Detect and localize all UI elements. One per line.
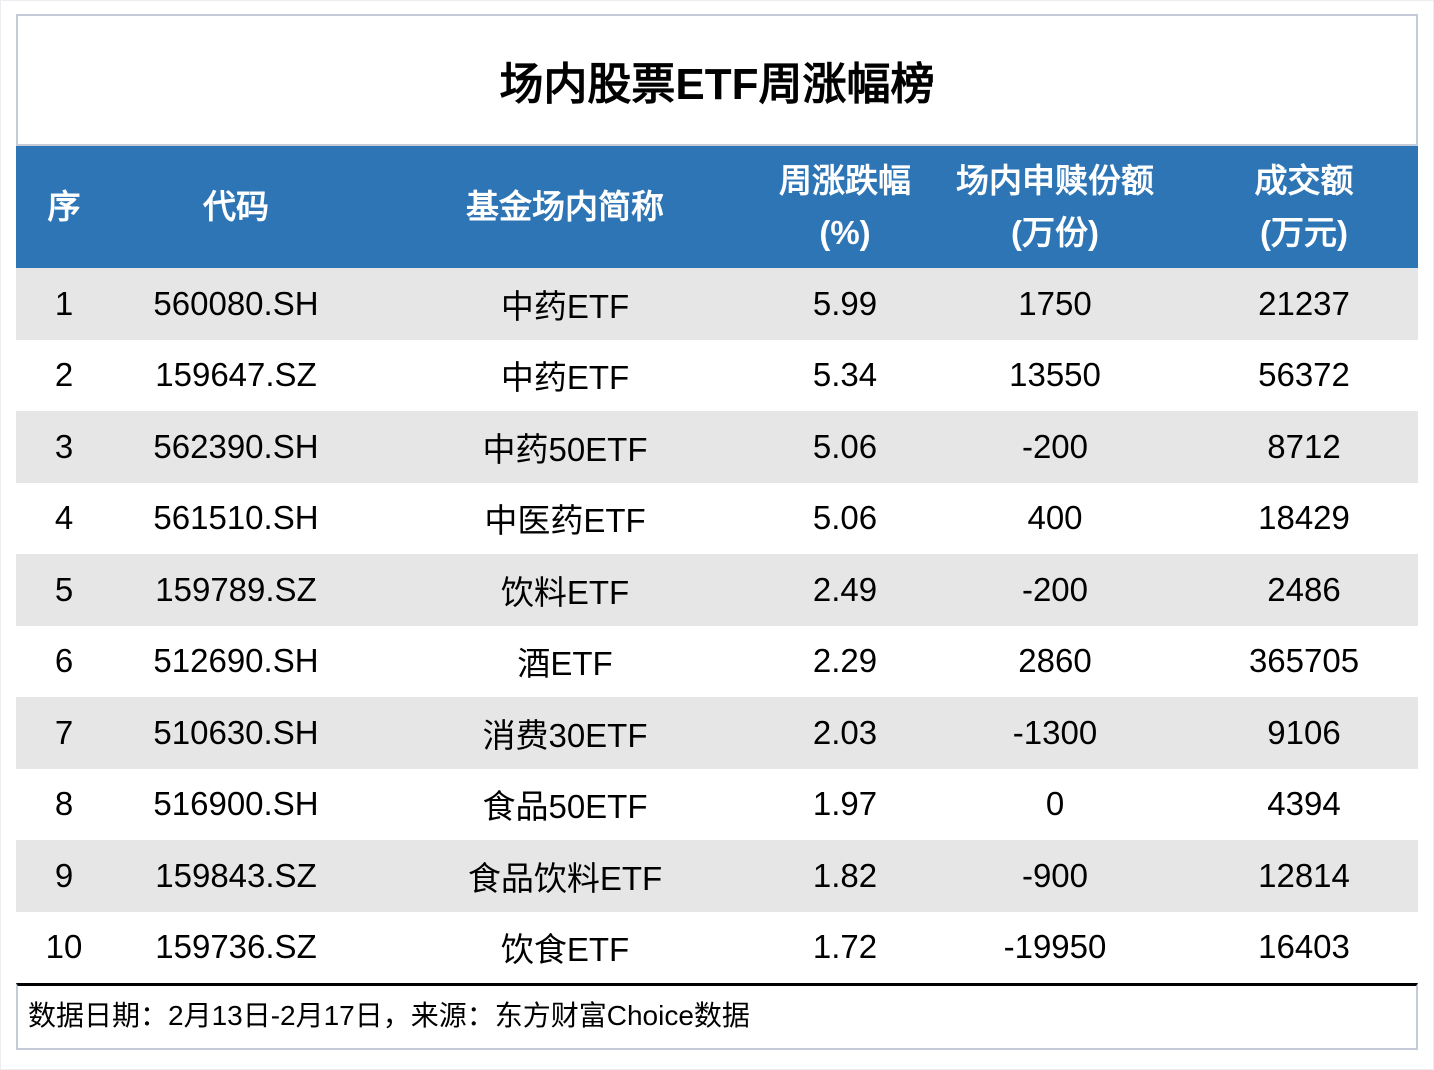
cell-code: 159843.SZ xyxy=(112,840,360,912)
header-fund-name-label: 基金场内简称 xyxy=(466,188,664,225)
table-row: 9 159843.SZ 食品饮料ETF 1.82 -900 12814 xyxy=(16,840,1418,912)
cell-weekly-change: 5.99 xyxy=(770,268,920,340)
cell-turnover: 8712 xyxy=(1190,411,1418,483)
cell-weekly-change: 5.06 xyxy=(770,482,920,554)
table-row: 4 561510.SH 中医药ETF 5.06 400 18429 xyxy=(16,482,1418,554)
header-code-label: 代码 xyxy=(203,188,269,225)
cell-weekly-change: 1.82 xyxy=(770,840,920,912)
cell-code: 159736.SZ xyxy=(112,911,360,983)
table-row: 3 562390.SH 中药50ETF 5.06 -200 8712 xyxy=(16,411,1418,483)
cell-code: 159789.SZ xyxy=(112,554,360,626)
cell-seq: 7 xyxy=(16,697,112,769)
cell-fund-name: 酒ETF xyxy=(360,625,770,697)
cell-weekly-change: 2.29 xyxy=(770,625,920,697)
etf-ranking-table: 序 代码 基金场内简称 周涨跌幅 (%) 场内申赎份额 (万份) 成交额 xyxy=(16,146,1418,983)
cell-shares: 13550 xyxy=(920,339,1190,411)
header-code: 代码 xyxy=(112,146,360,268)
cell-seq: 3 xyxy=(16,411,112,483)
cell-seq: 2 xyxy=(16,339,112,411)
header-weekly-change-label: 周涨跌幅 xyxy=(779,162,911,199)
cell-weekly-change: 5.06 xyxy=(770,411,920,483)
cell-fund-name: 中医药ETF xyxy=(360,482,770,554)
cell-fund-name: 食品50ETF xyxy=(360,768,770,840)
title-box: 场内股票ETF周涨幅榜 xyxy=(16,14,1418,146)
cell-fund-name: 食品饮料ETF xyxy=(360,840,770,912)
cell-weekly-change: 2.49 xyxy=(770,554,920,626)
cell-code: 560080.SH xyxy=(112,268,360,340)
header-shares: 场内申赎份额 (万份) xyxy=(920,146,1190,268)
cell-seq: 4 xyxy=(16,482,112,554)
cell-fund-name: 中药50ETF xyxy=(360,411,770,483)
cell-code: 562390.SH xyxy=(112,411,360,483)
cell-turnover: 9106 xyxy=(1190,697,1418,769)
table-row: 7 510630.SH 消费30ETF 2.03 -1300 9106 xyxy=(16,697,1418,769)
cell-weekly-change: 5.34 xyxy=(770,339,920,411)
cell-shares: 400 xyxy=(920,482,1190,554)
footer-note-box: 数据日期：2月13日-2月17日，来源：东方财富Choice数据 xyxy=(16,983,1418,1050)
cell-shares: -19950 xyxy=(920,911,1190,983)
header-turnover: 成交额 (万元) xyxy=(1190,146,1418,268)
header-turnover-unit: (万元) xyxy=(1260,214,1348,251)
header-fund-name: 基金场内简称 xyxy=(360,146,770,268)
cell-code: 512690.SH xyxy=(112,625,360,697)
cell-fund-name: 消费30ETF xyxy=(360,697,770,769)
cell-shares: -200 xyxy=(920,411,1190,483)
cell-turnover: 2486 xyxy=(1190,554,1418,626)
cell-seq: 5 xyxy=(16,554,112,626)
cell-turnover: 12814 xyxy=(1190,840,1418,912)
cell-shares: -1300 xyxy=(920,697,1190,769)
cell-fund-name: 饮料ETF xyxy=(360,554,770,626)
table-row: 1 560080.SH 中药ETF 5.99 1750 21237 xyxy=(16,268,1418,340)
header-seq: 序 xyxy=(16,146,112,268)
header-seq-label: 序 xyxy=(47,188,81,225)
header-shares-unit: (万份) xyxy=(1011,214,1099,251)
cell-code: 516900.SH xyxy=(112,768,360,840)
header-turnover-label: 成交额 xyxy=(1254,162,1354,199)
cell-fund-name: 饮食ETF xyxy=(360,911,770,983)
cell-code: 159647.SZ xyxy=(112,339,360,411)
cell-seq: 10 xyxy=(16,911,112,983)
page-title: 场内股票ETF周涨幅榜 xyxy=(499,60,935,109)
header-weekly-change: 周涨跌幅 (%) xyxy=(770,146,920,268)
cell-fund-name: 中药ETF xyxy=(360,339,770,411)
cell-turnover: 16403 xyxy=(1190,911,1418,983)
cell-weekly-change: 1.97 xyxy=(770,768,920,840)
cell-seq: 9 xyxy=(16,840,112,912)
table-row: 10 159736.SZ 饮食ETF 1.72 -19950 16403 xyxy=(16,911,1418,983)
header-weekly-change-unit: (%) xyxy=(819,214,871,251)
table-row: 2 159647.SZ 中药ETF 5.34 13550 56372 xyxy=(16,339,1418,411)
cell-code: 510630.SH xyxy=(112,697,360,769)
cell-turnover: 4394 xyxy=(1190,768,1418,840)
header-shares-label: 场内申赎份额 xyxy=(956,162,1154,199)
cell-turnover: 365705 xyxy=(1190,625,1418,697)
cell-shares: 1750 xyxy=(920,268,1190,340)
cell-weekly-change: 1.72 xyxy=(770,911,920,983)
table-header-row: 序 代码 基金场内简称 周涨跌幅 (%) 场内申赎份额 (万份) 成交额 xyxy=(16,146,1418,268)
cell-turnover: 18429 xyxy=(1190,482,1418,554)
cell-turnover: 56372 xyxy=(1190,339,1418,411)
cell-shares: -900 xyxy=(920,840,1190,912)
table-row: 5 159789.SZ 饮料ETF 2.49 -200 2486 xyxy=(16,554,1418,626)
cell-seq: 6 xyxy=(16,625,112,697)
cell-fund-name: 中药ETF xyxy=(360,268,770,340)
footer-note: 数据日期：2月13日-2月17日，来源：东方财富Choice数据 xyxy=(28,1000,750,1031)
cell-shares: 0 xyxy=(920,768,1190,840)
cell-weekly-change: 2.03 xyxy=(770,697,920,769)
cell-seq: 1 xyxy=(16,268,112,340)
table-row: 8 516900.SH 食品50ETF 1.97 0 4394 xyxy=(16,768,1418,840)
cell-shares: -200 xyxy=(920,554,1190,626)
cell-turnover: 21237 xyxy=(1190,268,1418,340)
cell-seq: 8 xyxy=(16,768,112,840)
table-row: 6 512690.SH 酒ETF 2.29 2860 365705 xyxy=(16,625,1418,697)
cell-shares: 2860 xyxy=(920,625,1190,697)
cell-code: 561510.SH xyxy=(112,482,360,554)
